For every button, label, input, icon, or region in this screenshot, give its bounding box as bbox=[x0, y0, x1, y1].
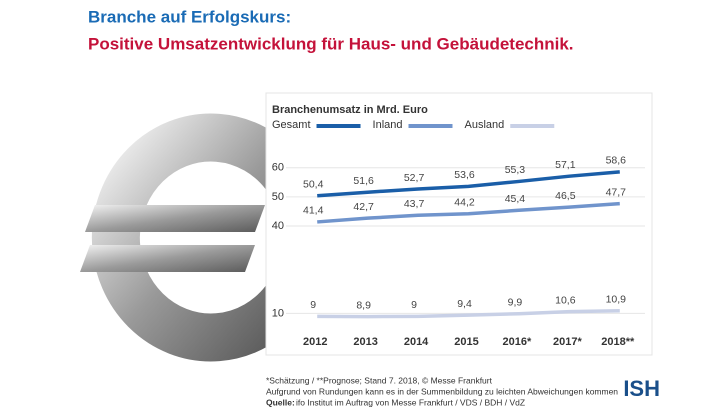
x-tick-label: 2012 bbox=[303, 336, 327, 348]
y-tick-label: 60 bbox=[272, 162, 284, 174]
y-tick-label: 50 bbox=[272, 191, 284, 203]
series-line bbox=[317, 170, 620, 198]
value-label: 9,9 bbox=[508, 297, 523, 309]
value-label: 47,7 bbox=[606, 186, 627, 198]
value-label: 52,7 bbox=[404, 172, 425, 184]
value-label: 50,4 bbox=[303, 178, 324, 190]
euro-bar bbox=[85, 205, 265, 232]
series-line bbox=[317, 309, 620, 319]
logo: ISH bbox=[623, 376, 660, 401]
plot: 10 40 50 60 2012 2013 2014 2015 2016* 2017* 2018**… bbox=[272, 119, 645, 348]
x-tick-label: 2016* bbox=[503, 336, 532, 348]
x-tick-label: 2017* bbox=[553, 336, 582, 348]
value-label: 42,7 bbox=[353, 201, 374, 213]
value-label: 51,6 bbox=[353, 175, 374, 187]
legend-label: Ausland bbox=[465, 119, 505, 131]
footnote: Aufgrund von Rundungen kann es in der Su… bbox=[266, 386, 618, 396]
value-label: 9 bbox=[310, 299, 316, 311]
euro-symbol bbox=[80, 113, 305, 362]
headline: Branche auf Erfolgskurs: bbox=[88, 7, 291, 26]
value-label: 55,3 bbox=[505, 164, 526, 176]
y-tick-label: 10 bbox=[272, 307, 284, 319]
subheadline: Positive Umsatzentwicklung für Haus- und… bbox=[88, 34, 574, 53]
legend-label: Inland bbox=[373, 119, 403, 131]
value-label: 8,9 bbox=[356, 299, 371, 311]
x-tick-label: 2013 bbox=[353, 336, 377, 348]
chart-title: Branchenumsatz in Mrd. Euro bbox=[272, 104, 428, 116]
value-label: 10,9 bbox=[606, 294, 627, 306]
value-label: 46,5 bbox=[555, 190, 576, 202]
value-label: 58,6 bbox=[606, 155, 627, 167]
value-label: 45,4 bbox=[505, 193, 526, 205]
source-label: Quelle: bbox=[266, 397, 295, 407]
value-label: 41,4 bbox=[303, 205, 324, 217]
legend-label: Gesamt bbox=[272, 119, 311, 131]
source-text: ifo Institut im Auftrag von Messe Frankf… bbox=[296, 397, 525, 407]
footnote: *Schätzung / **Prognose; Stand 7. 2018, … bbox=[266, 375, 493, 385]
euro-bar bbox=[80, 245, 255, 272]
x-tick-label: 2014 bbox=[404, 336, 429, 348]
euro-arc bbox=[91, 113, 305, 362]
value-label: 10,6 bbox=[555, 294, 576, 306]
x-tick-label: 2015 bbox=[454, 336, 478, 348]
value-label: 9 bbox=[411, 299, 417, 311]
value-label: 9,4 bbox=[457, 298, 472, 310]
y-tick-label: 40 bbox=[272, 220, 284, 232]
x-tick-label: 2018** bbox=[601, 336, 635, 348]
value-label: 43,7 bbox=[404, 198, 425, 210]
series-line bbox=[317, 201, 620, 224]
value-label: 53,6 bbox=[454, 169, 475, 181]
value-label: 57,1 bbox=[555, 159, 576, 171]
value-label: 44,2 bbox=[454, 197, 475, 209]
